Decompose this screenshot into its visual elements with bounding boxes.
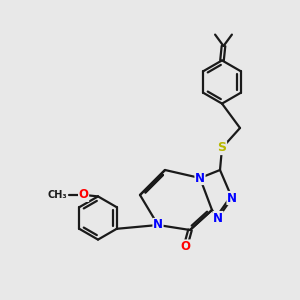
Text: S: S <box>218 142 226 154</box>
Text: CH₃: CH₃ <box>47 190 67 200</box>
Text: N: N <box>213 212 223 224</box>
Text: N: N <box>195 172 205 184</box>
Text: O: O <box>79 188 88 201</box>
Text: O: O <box>181 240 190 253</box>
Text: N: N <box>153 218 163 232</box>
Text: N: N <box>227 191 237 205</box>
